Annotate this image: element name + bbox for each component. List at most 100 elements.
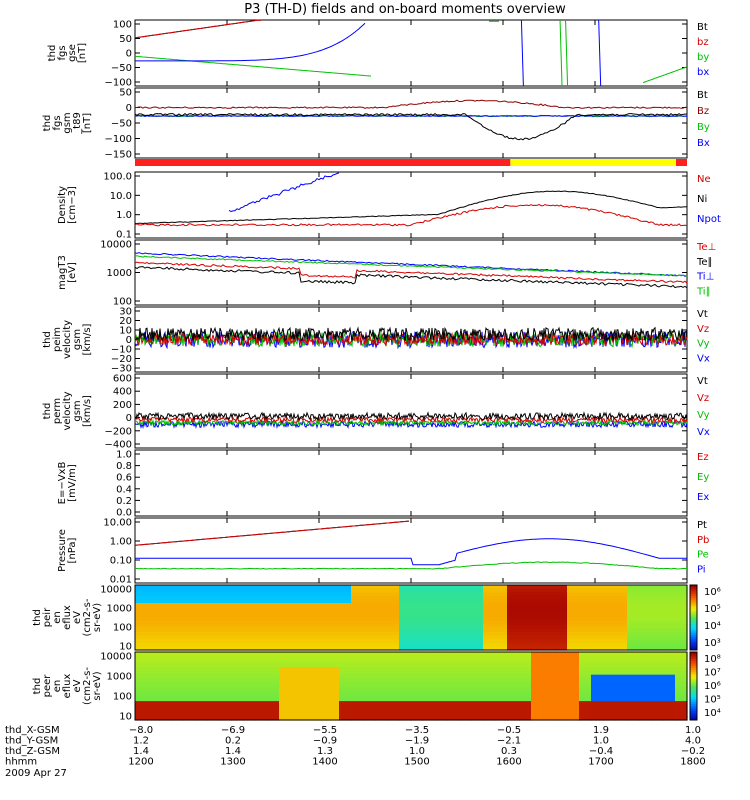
- spectrogram-cell: [219, 652, 232, 657]
- spectrogram-cell: [519, 716, 532, 721]
- spectrogram-cell: [399, 606, 412, 611]
- spectrogram-cell: [435, 670, 448, 676]
- spectrogram-cell: [411, 613, 424, 619]
- spectrogram-cell: [567, 624, 580, 629]
- spectrogram-cell: [675, 697, 688, 702]
- colorbar-swatch: [690, 637, 697, 640]
- spectrogram-cell: [351, 697, 364, 702]
- spectrogram-cell: [351, 655, 364, 661]
- spectrogram-cell: [555, 621, 568, 626]
- y-tick-label: 0: [126, 103, 132, 114]
- spectrogram-cell: [519, 689, 532, 695]
- spectrogram-cell: [255, 642, 268, 647]
- spectrogram-cell: [555, 689, 568, 695]
- y-axis-label: (cm2-s-: [82, 598, 93, 636]
- spectrogram-cell: [615, 655, 628, 661]
- y-axis-label: eV: [72, 679, 83, 692]
- spectrogram-cell: [147, 603, 160, 608]
- spectrogram-cell: [255, 682, 268, 687]
- spectrogram-cell: [351, 585, 364, 590]
- spectrogram-cell: [327, 682, 340, 687]
- spectrogram-cell: [411, 628, 424, 633]
- colorbar-swatch: [690, 624, 697, 627]
- colorbar-swatch: [690, 645, 697, 649]
- spectrogram-cell: [327, 628, 340, 633]
- spectrogram-cell: [411, 667, 424, 672]
- spectrogram-cell: [591, 701, 604, 706]
- y-axis-label: gse: [67, 44, 78, 62]
- y-tick-label: 1.00: [110, 537, 132, 548]
- spectrogram-cell: [603, 599, 616, 604]
- spectrogram-cell: [267, 585, 280, 590]
- spectrogram-cell: [207, 646, 220, 651]
- vy-trace: [134, 418, 688, 427]
- colorbar-swatch: [690, 667, 697, 671]
- spectrogram-cell: [351, 610, 364, 615]
- spectrogram-cell: [207, 712, 220, 717]
- spectrogram-cell: [255, 704, 268, 710]
- spectrogram-cell: [591, 667, 604, 672]
- spectrogram-cell: [207, 697, 220, 702]
- spectrogram-cell: [603, 628, 616, 633]
- spectrogram-cell: [651, 613, 664, 619]
- spectrogram-cell: [663, 599, 676, 604]
- spectrogram-cell: [183, 674, 196, 680]
- spectrogram-cell: [279, 697, 292, 702]
- spectrogram-cell: [495, 621, 508, 626]
- spectrogram-cell: [555, 659, 568, 664]
- spectrogram-cell: [603, 686, 616, 691]
- spectrogram-cell: [579, 708, 592, 714]
- spectrogram-cell: [471, 663, 484, 668]
- spectrogram-cell: [159, 642, 172, 647]
- spectrogram-cell: [315, 697, 328, 702]
- spectrogram-cell: [315, 613, 328, 619]
- spectrogram-cell: [555, 585, 568, 590]
- ne-trace: [134, 203, 688, 227]
- spectrogram-cell: [135, 697, 148, 702]
- spectrogram-cell: [243, 646, 256, 651]
- spectrogram-cell: [567, 617, 580, 622]
- spectrogram-cell: [135, 693, 148, 698]
- spectrogram-cell: [171, 617, 184, 622]
- spectrogram-cell: [627, 678, 640, 683]
- spectrogram-cell: [651, 628, 664, 633]
- spectrogram-cell: [435, 617, 448, 622]
- spectrogram-cell: [135, 639, 148, 644]
- spectrogram-cell: [351, 674, 364, 680]
- ephemeris-value: 1.4: [225, 746, 241, 757]
- spectrogram-cell: [303, 708, 316, 714]
- spectrogram-cell: [591, 682, 604, 687]
- spectrogram-cell: [243, 708, 256, 714]
- spectrogram-cell: [639, 635, 652, 640]
- spectrogram-cell: [651, 639, 664, 644]
- spectrogram-cell: [567, 659, 580, 664]
- spectrogram-cell: [555, 628, 568, 633]
- spectrogram-cell: [663, 588, 676, 593]
- spectrogram-cell: [291, 712, 304, 717]
- spectrogram-cell: [651, 624, 664, 629]
- spectrogram-cell: [303, 670, 316, 676]
- spectrogram-cell: [411, 639, 424, 644]
- colorbar-swatch: [690, 615, 697, 618]
- spectrogram-cell: [183, 588, 196, 593]
- y-axis-label: [nT]: [77, 43, 88, 63]
- spectrogram-cell: [591, 624, 604, 629]
- spectrogram-cell: [351, 631, 364, 637]
- spectrogram-cell: [399, 712, 412, 717]
- spectrogram-cell: [291, 631, 304, 637]
- spectrogram-cell: [483, 701, 496, 706]
- legend-ey: Ey: [697, 472, 709, 483]
- spectrogram-cell: [315, 704, 328, 710]
- spectrogram-cell: [171, 639, 184, 644]
- spectrogram-cell: [291, 686, 304, 691]
- spectrogram-cell: [483, 678, 496, 683]
- spectrogram-cell: [303, 678, 316, 683]
- spectrogram-cell: [471, 697, 484, 702]
- colorbar-swatch: [690, 604, 697, 608]
- spectrogram-cell: [651, 617, 664, 622]
- spectrogram-cell: [567, 595, 580, 601]
- y-axis-label: magT3: [57, 255, 68, 290]
- spectrogram-cell: [435, 663, 448, 668]
- colorbar-swatch: [690, 632, 697, 636]
- spectrogram-cell: [327, 704, 340, 710]
